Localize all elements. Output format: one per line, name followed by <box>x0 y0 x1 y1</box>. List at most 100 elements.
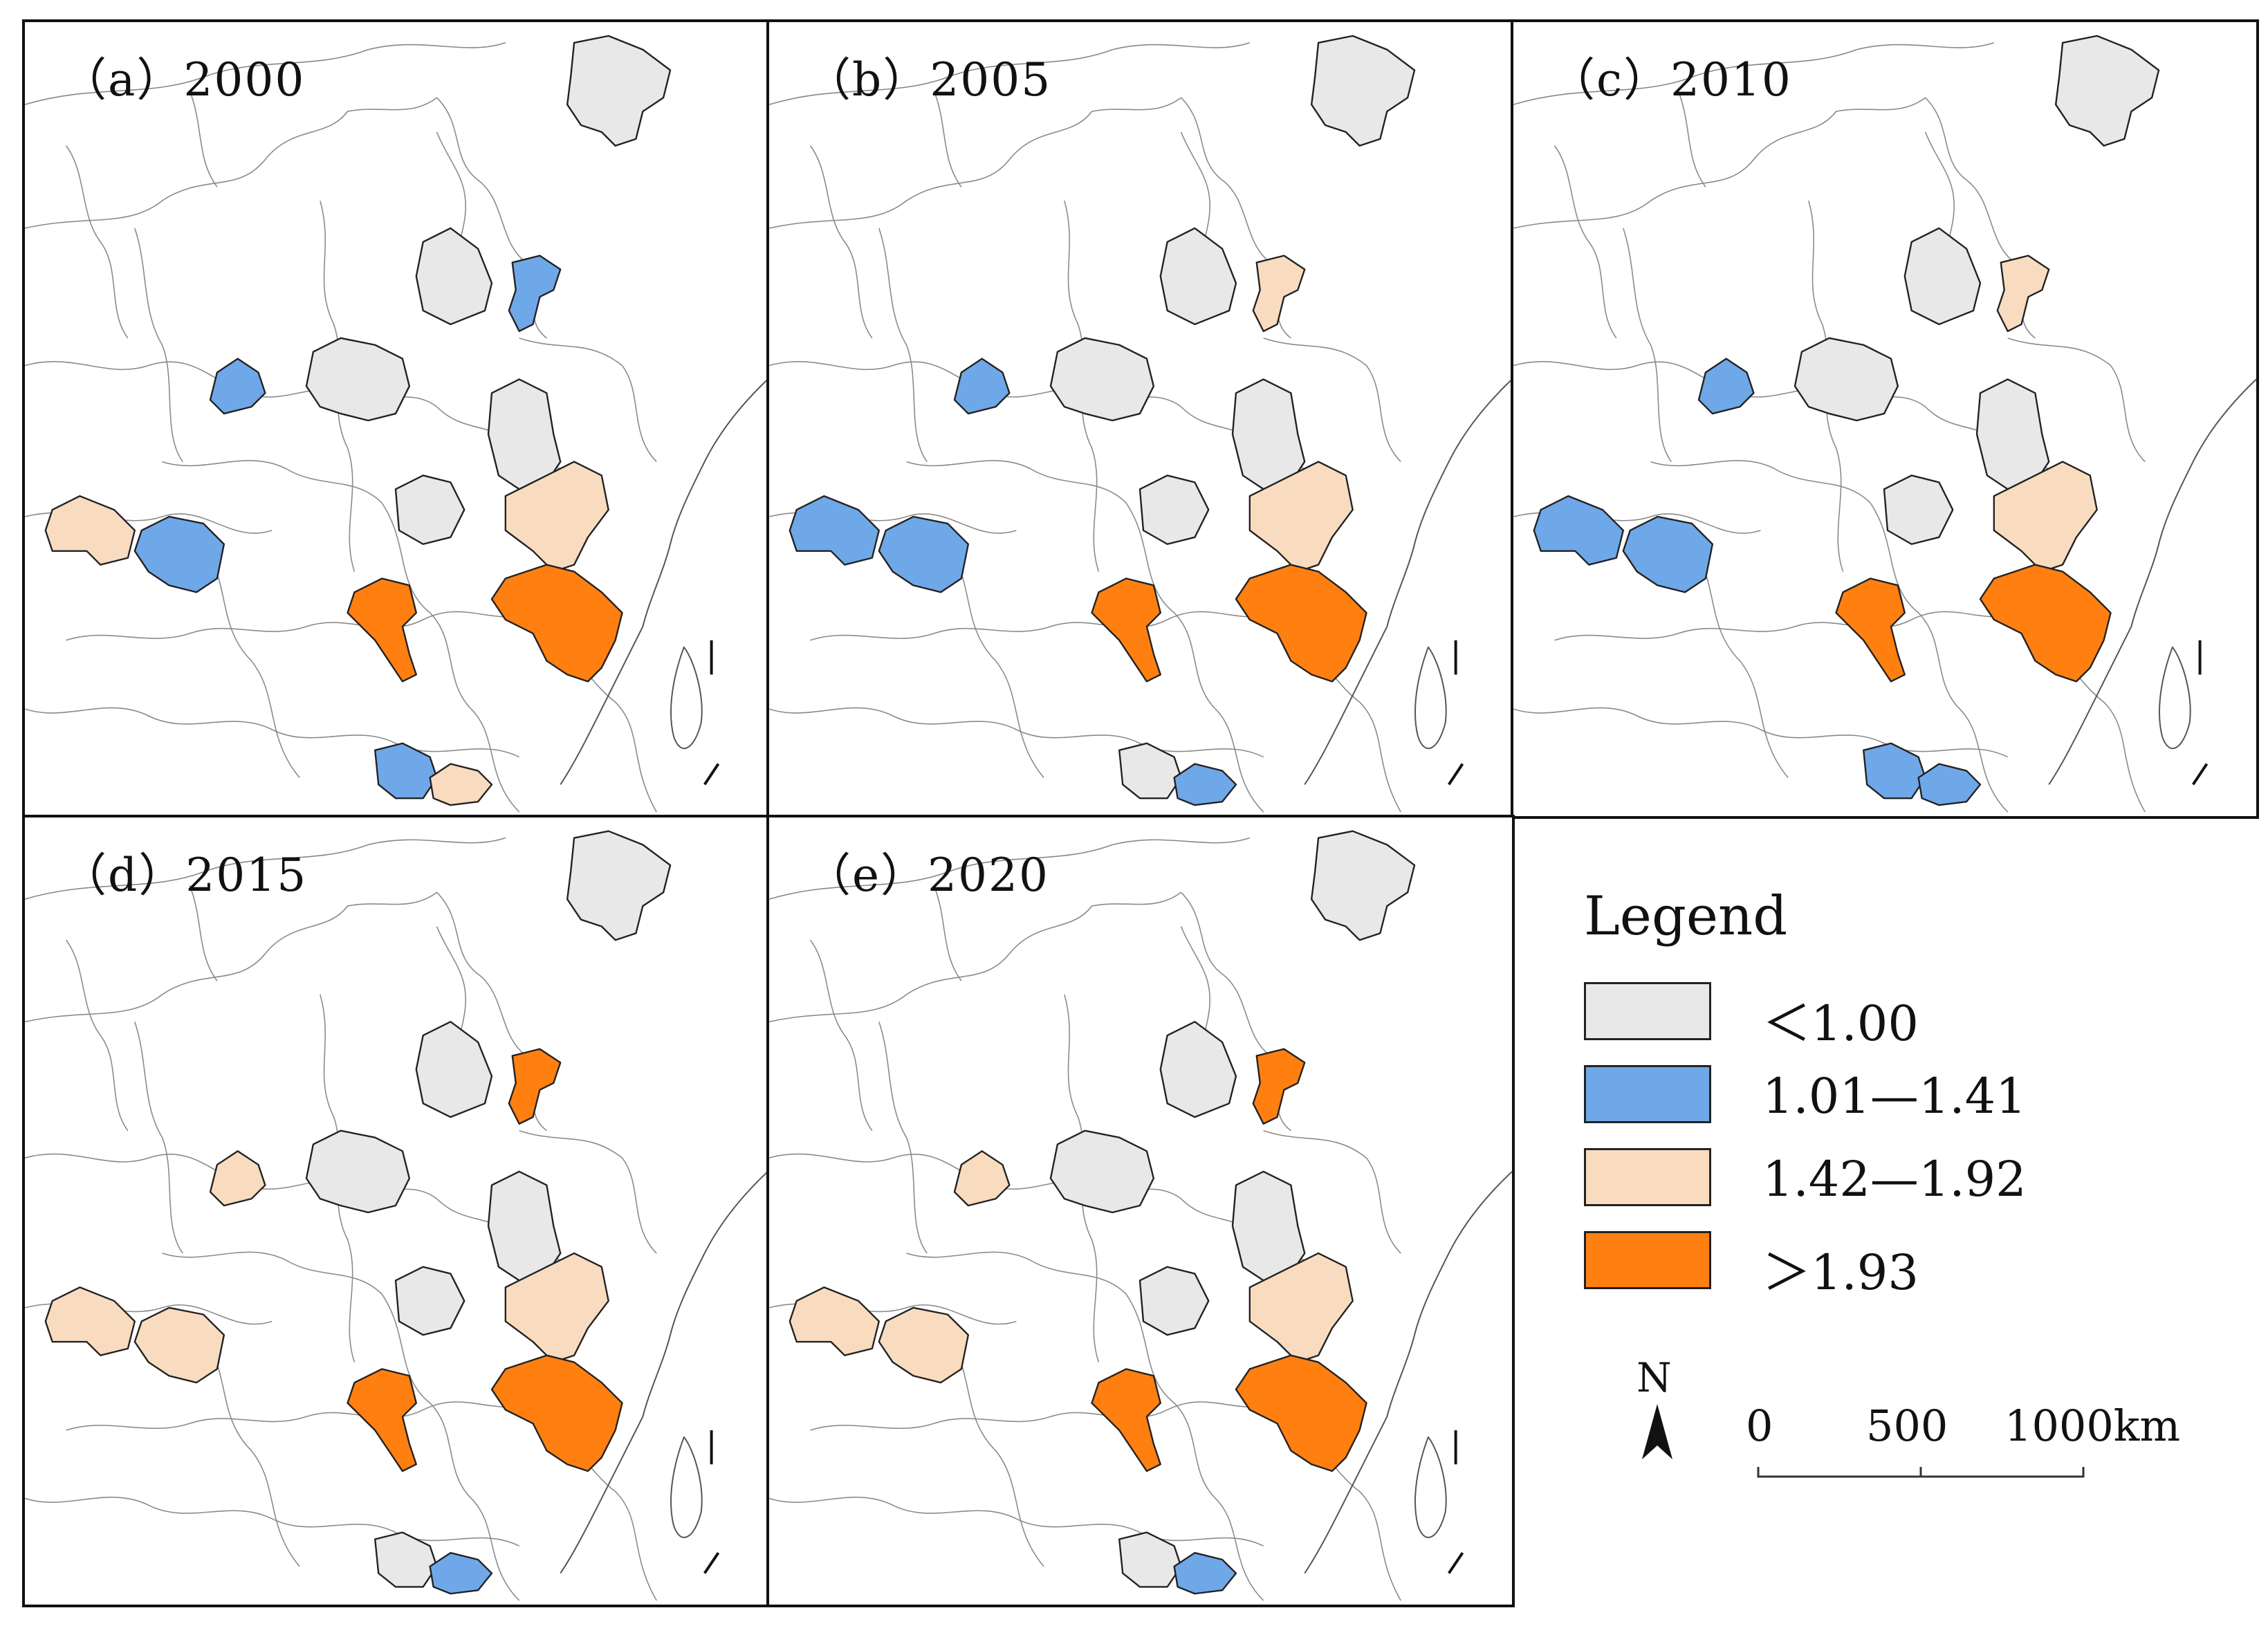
legend-swatch <box>1584 1231 1711 1289</box>
region-hubei <box>394 1266 465 1336</box>
panel-title: （e）2020 <box>805 849 1050 902</box>
region-anhui <box>1231 1170 1306 1282</box>
province-boundary-line <box>1125 502 1264 813</box>
region-zhejiang <box>1248 1252 1354 1363</box>
north-label: N <box>1637 1356 1672 1401</box>
region-anhui <box>1231 378 1306 490</box>
map-tick-mark <box>1448 1552 1464 1574</box>
province-boundary-line <box>519 1130 657 1254</box>
region-chongqing <box>133 515 225 593</box>
region-heilong <box>1310 35 1416 147</box>
province-boundary-line <box>1554 145 1617 339</box>
province-boundary-line <box>1125 1293 1264 1601</box>
national-border-line <box>25 837 506 900</box>
region-shaanxi <box>1049 1129 1155 1214</box>
province-boundary-line <box>947 1334 1044 1567</box>
coastline <box>2048 378 2256 785</box>
province-boundary-line <box>906 1251 1127 1295</box>
province-boundary-line <box>25 1497 273 1519</box>
panel-title: （c）2010 <box>1549 53 1792 107</box>
panel-title: （a）2000 <box>61 53 306 107</box>
legend-title: Legend <box>1584 885 1788 948</box>
region-shanxi <box>1159 227 1237 326</box>
region-gd <box>429 1552 493 1595</box>
north-arrow-shape <box>1642 1404 1672 1459</box>
region-hubei <box>1883 474 1954 545</box>
map-panel-2010: （c）2010 <box>1511 19 2259 819</box>
province-boundary-line <box>189 91 218 187</box>
province-boundary-line <box>1015 1518 1264 1547</box>
region-gansu <box>953 358 1011 415</box>
region-shaanxi <box>305 1129 411 1214</box>
province-boundary-line <box>933 885 962 981</box>
region-chengdu <box>1533 495 1625 566</box>
province-boundary-line <box>878 1022 928 1254</box>
region-zhejiang <box>504 461 609 573</box>
province-boundary-line <box>1760 729 2009 758</box>
province-boundary-line <box>769 1497 1017 1519</box>
region-jiangxi <box>1235 564 1367 683</box>
map-tick-mark <box>1448 763 1464 786</box>
province-boundary-line <box>1554 626 1796 641</box>
province-boundary-line <box>203 544 300 778</box>
region-hunan <box>347 578 417 683</box>
legend: Legend ＜1.00 1.01—1.41 1.42—1.92 ＞1.93 N… <box>1508 816 2234 1577</box>
region-heilong <box>1310 830 1416 941</box>
island-outline <box>670 646 703 750</box>
province-boundary-line <box>519 338 657 463</box>
province-boundary-line <box>1263 1130 1401 1254</box>
basemap <box>1513 35 2256 813</box>
province-boundary-line <box>1794 611 2022 629</box>
legend-item-lt-1-00: ＜1.00 <box>1584 982 2137 1052</box>
region-jiangxi <box>1235 1354 1367 1472</box>
region-gansu <box>209 1150 266 1207</box>
province-boundary-line <box>1513 707 1761 730</box>
basemap <box>25 35 768 813</box>
map-tick-mark <box>2192 763 2209 786</box>
region-shaanxi <box>1049 337 1155 422</box>
region-hebei <box>1252 255 1306 333</box>
province-boundary-line <box>25 707 273 730</box>
province-boundary-line <box>162 460 382 503</box>
coastline <box>1304 1171 1512 1574</box>
region-shaanxi <box>1794 337 1899 422</box>
region-shanxi <box>1159 1021 1237 1118</box>
map-canvas <box>25 830 768 1601</box>
region-shanxi <box>415 227 493 326</box>
region-chengdu <box>789 1286 881 1356</box>
region-hubei <box>394 474 465 545</box>
region-gx <box>374 742 438 800</box>
region-chongqing <box>878 515 970 593</box>
region-shanxi <box>1903 227 1982 326</box>
national-border-line <box>769 837 1251 900</box>
legend-item-1-42-1-92: 1.42—1.92 <box>1584 1148 2137 1208</box>
province-boundary-line <box>65 939 129 1131</box>
province-boundary-line <box>1050 1401 1278 1419</box>
region-jiangxi <box>1979 564 2112 683</box>
island-outline <box>670 1436 703 1538</box>
legend-label: ＞1.93 <box>1762 1244 1919 1301</box>
province-boundary-line <box>809 145 873 339</box>
province-boundary-line <box>906 460 1127 503</box>
region-gansu <box>953 1150 1011 1207</box>
panel-title: （b）2005 <box>805 53 1052 107</box>
province-boundary-line <box>381 1293 520 1601</box>
legend-label: 1.01—1.41 <box>1762 1068 2027 1125</box>
scale-label-1000km: 1000km <box>2004 1401 2181 1451</box>
region-heilong <box>566 35 672 147</box>
panel-title: （d）2015 <box>61 849 308 902</box>
province-boundary-line <box>306 611 533 629</box>
region-gansu <box>209 358 266 415</box>
region-chengdu <box>44 1286 136 1356</box>
region-hubei <box>1138 474 1210 545</box>
region-hubei <box>1138 1266 1210 1336</box>
region-chengdu <box>789 495 881 566</box>
scale-bar: 0 500 1000km <box>1746 1401 2180 1490</box>
map-canvas <box>769 35 1512 813</box>
province-boundary-line <box>381 502 520 813</box>
province-boundary-line <box>134 1022 183 1254</box>
scale-label-500: 500 <box>1866 1401 1948 1451</box>
basemap <box>769 830 1512 1601</box>
province-boundary-line <box>947 544 1044 778</box>
region-hebei <box>1996 255 2050 333</box>
